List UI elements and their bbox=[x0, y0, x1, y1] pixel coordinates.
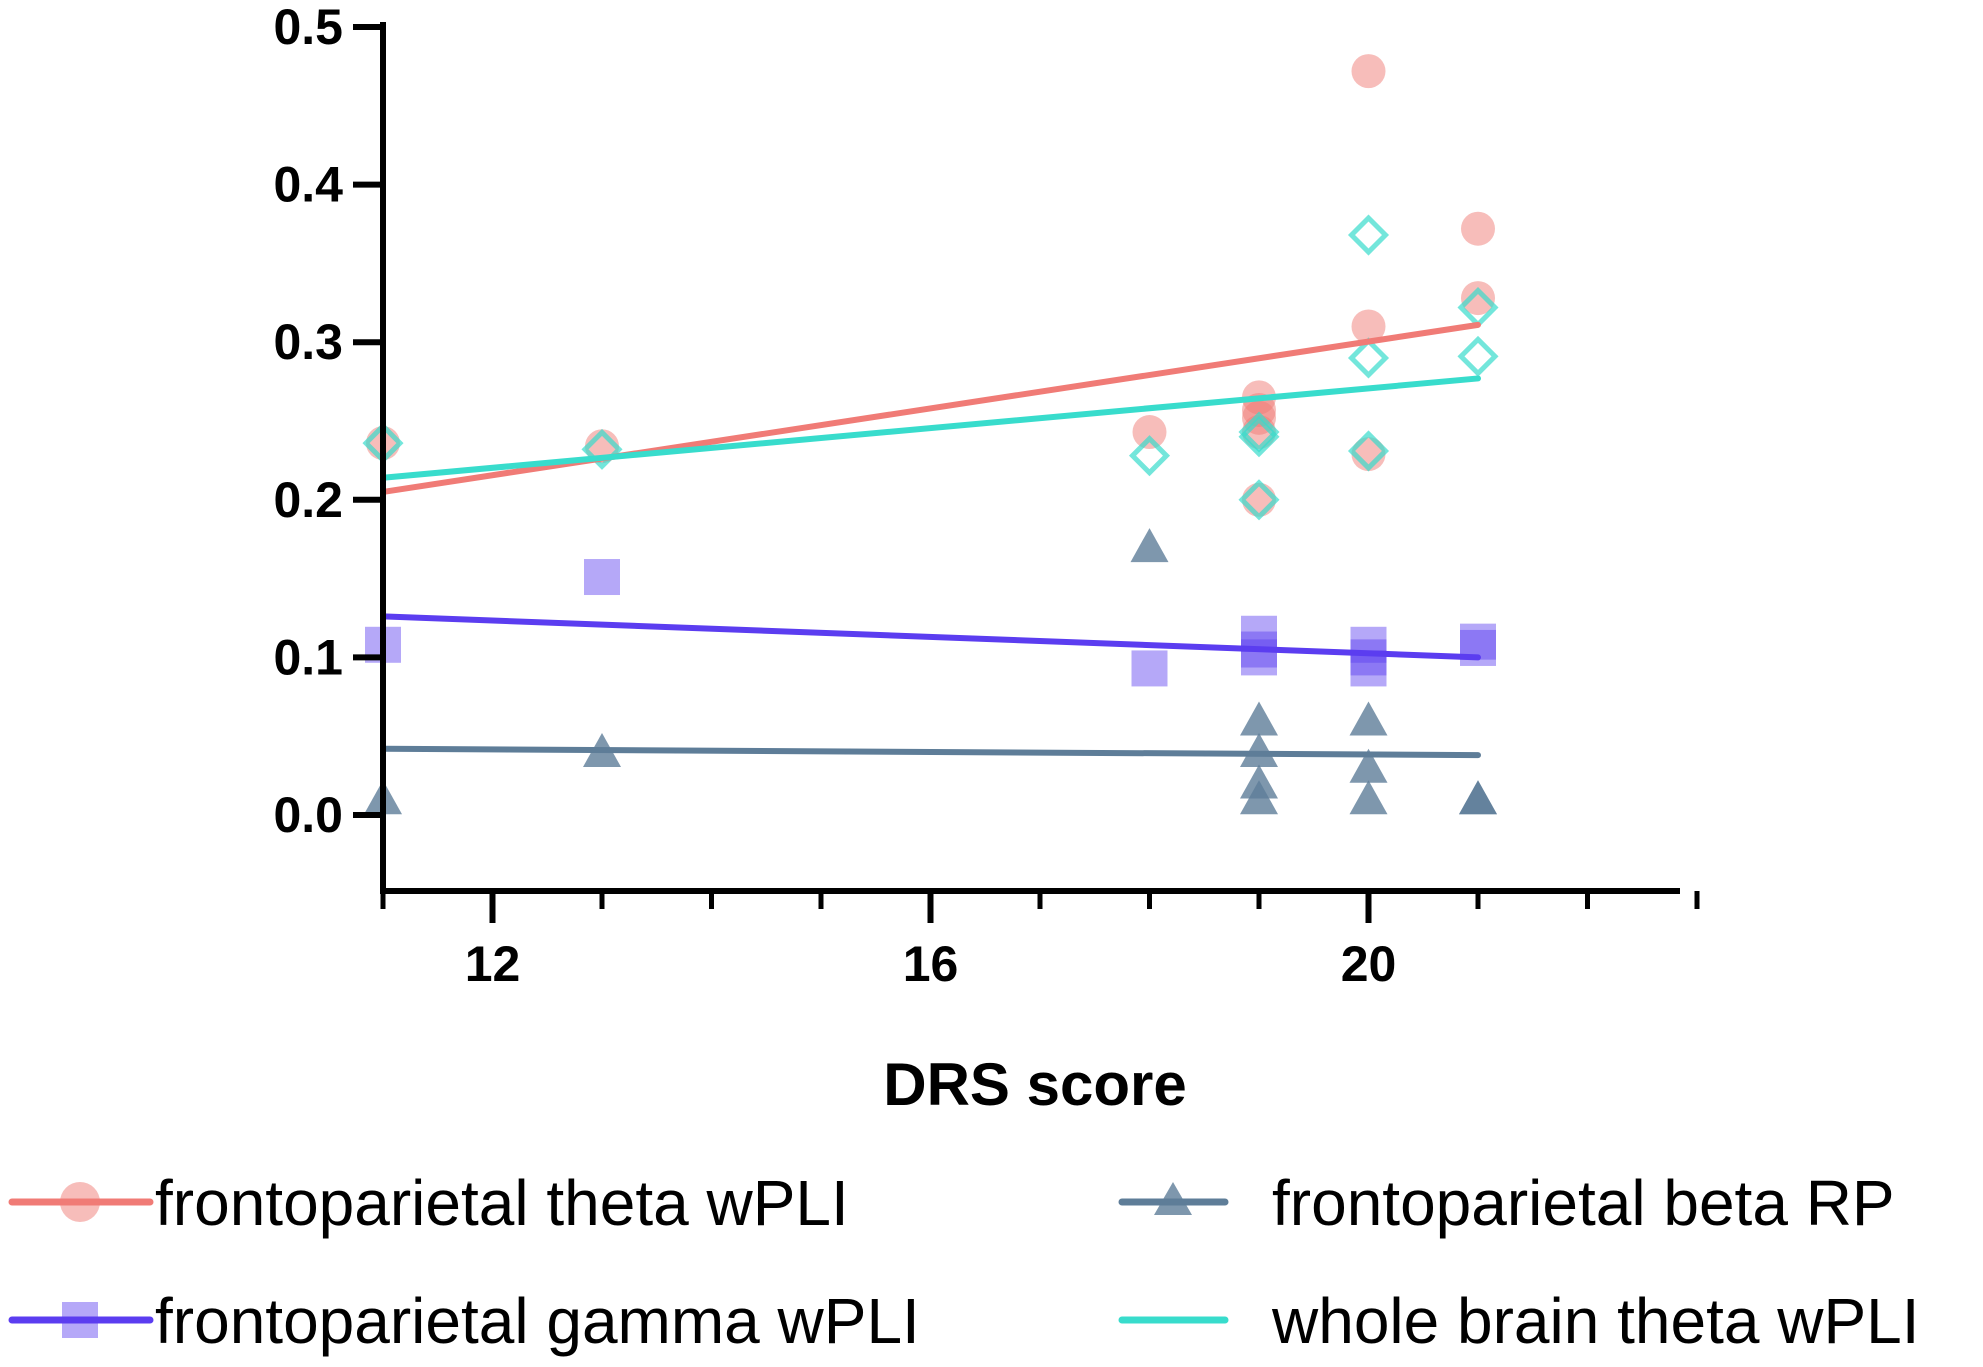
legend-label-theta: frontoparietal theta wPLI bbox=[155, 1167, 849, 1239]
series-circle bbox=[366, 54, 1495, 517]
legend: frontoparietal theta wPLI frontoparietal… bbox=[8, 1167, 1920, 1357]
data-point-square bbox=[1131, 650, 1168, 687]
legend-label-whole-brain: whole brain theta wPLI bbox=[1271, 1285, 1920, 1357]
fit-line-square bbox=[380, 613, 1481, 661]
data-point-triangle bbox=[1240, 732, 1278, 767]
data-point-diamond bbox=[1128, 435, 1171, 477]
data-point-triangle bbox=[1349, 748, 1388, 783]
data-point-circle bbox=[1461, 211, 1495, 246]
y-tick-label: 0.1 bbox=[273, 629, 343, 685]
data-point-square bbox=[1460, 623, 1496, 660]
data-point-diamond bbox=[1347, 214, 1390, 256]
data-point-triangle bbox=[1240, 780, 1278, 815]
legend-label-beta: frontoparietal beta RP bbox=[1272, 1167, 1895, 1239]
y-tick-label: 0.3 bbox=[273, 314, 343, 370]
fit-line-triangle bbox=[380, 745, 1481, 759]
legend-marker-square bbox=[62, 1302, 98, 1338]
series-diamond bbox=[362, 214, 1499, 521]
x-tick-label: 12 bbox=[465, 936, 521, 992]
legend-item-frontoparietal-beta: frontoparietal beta RP bbox=[1118, 1167, 1895, 1239]
legend-item-frontoparietal-theta: frontoparietal theta wPLI bbox=[8, 1167, 849, 1239]
fit-line-circle bbox=[380, 321, 1481, 495]
fit-line-diamond bbox=[380, 375, 1481, 481]
data-point-square bbox=[1350, 639, 1387, 676]
legend-item-frontoparietal-gamma: frontoparietal gamma wPLI bbox=[8, 1285, 920, 1357]
y-tick-label: 0.5 bbox=[273, 0, 343, 55]
data-point-diamond bbox=[1238, 416, 1280, 458]
x-tick-label: 16 bbox=[903, 936, 959, 992]
data-point-triangle bbox=[1130, 528, 1169, 563]
data-point-circle bbox=[1351, 54, 1386, 89]
data-point-diamond bbox=[581, 428, 623, 470]
data-point-circle bbox=[1461, 281, 1495, 316]
data-point-square bbox=[1241, 639, 1277, 676]
data-point-triangle bbox=[1459, 780, 1497, 815]
legend-item-whole-brain-theta: whole brain theta wPLI bbox=[1118, 1285, 1920, 1357]
y-tick-label: 0.2 bbox=[273, 472, 343, 528]
data-point-square bbox=[1350, 626, 1387, 663]
y-tick-label: 0.4 bbox=[273, 157, 343, 213]
data-point-triangle bbox=[1349, 780, 1388, 815]
data-point-diamond bbox=[1238, 479, 1280, 521]
data-point-triangle bbox=[1240, 701, 1278, 736]
data-point-diamond bbox=[1238, 411, 1280, 453]
x-tick-label: 20 bbox=[1341, 936, 1397, 992]
data-point-diamond bbox=[1457, 335, 1499, 377]
data-point-circle bbox=[1132, 415, 1167, 450]
data-point-circle bbox=[1242, 482, 1276, 517]
legend-marker-triangle bbox=[1154, 1182, 1192, 1215]
data-point-triangle bbox=[1349, 701, 1388, 736]
data-point-square bbox=[1460, 629, 1496, 666]
data-point-diamond bbox=[1347, 337, 1390, 379]
series-triangle bbox=[364, 528, 1497, 815]
data-point-circle bbox=[1351, 309, 1386, 344]
legend-label-gamma: frontoparietal gamma wPLI bbox=[155, 1285, 920, 1357]
data-point-square bbox=[584, 559, 620, 596]
x-axis-title: DRS score bbox=[883, 1051, 1186, 1118]
plot-area bbox=[362, 54, 1499, 815]
data-point-diamond bbox=[1347, 430, 1390, 472]
legend-marker-circle bbox=[60, 1182, 100, 1222]
axes: 0.0 0.1 0.2 0.3 0.4 0.5 12 16 20 bbox=[273, 0, 1700, 992]
y-tick-label: 0.0 bbox=[273, 787, 343, 843]
